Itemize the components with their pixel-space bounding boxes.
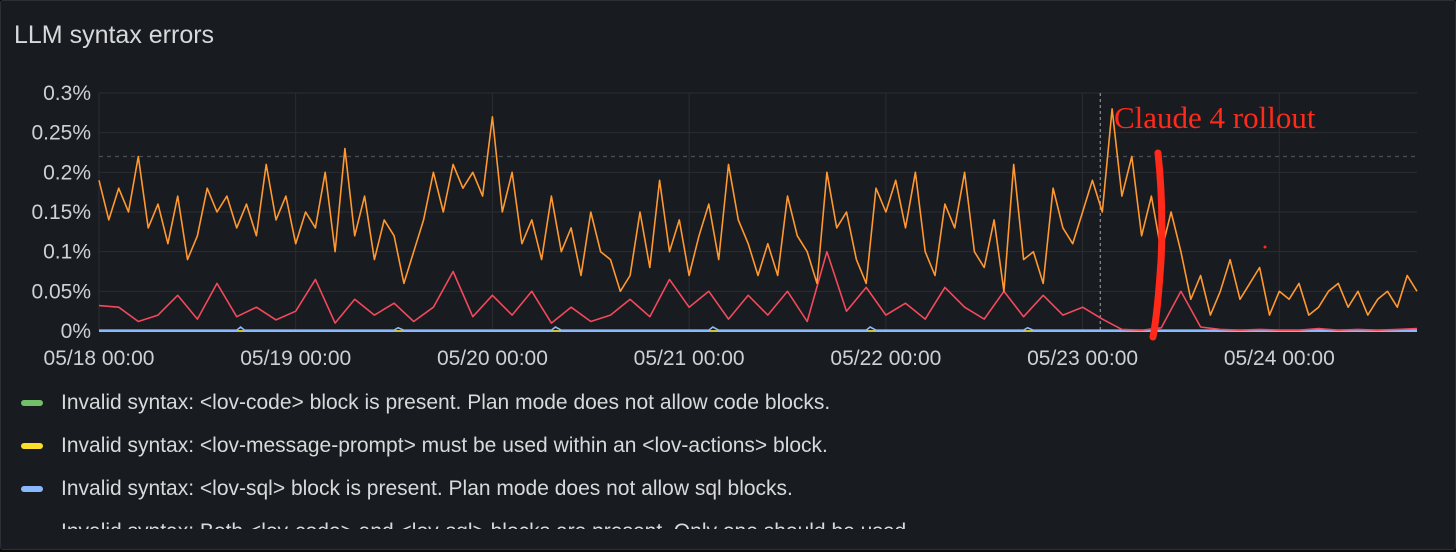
- legend-item[interactable]: Invalid syntax: Both <lov-code> and <lov…: [21, 520, 912, 529]
- y-axis: 0% 0.05% 0.1% 0.15% 0.2% 0.25% 0.3%: [31, 82, 91, 343]
- series-layer: [98, 108, 1418, 332]
- x-tick-label: 05/24 00:00: [1224, 347, 1335, 370]
- y-tick-label: 0.05%: [31, 280, 91, 303]
- legend-item[interactable]: Invalid syntax: <lov-message-prompt> mus…: [21, 434, 828, 458]
- legend-item[interactable]: Invalid syntax: <lov-code> block is pres…: [21, 391, 830, 415]
- legend-swatch: [21, 400, 43, 406]
- series-line-2: [99, 326, 1417, 332]
- annotation-text: Claude 4 rollout: [1114, 100, 1316, 135]
- legend-swatch: [21, 486, 43, 492]
- y-tick-label: 0.1%: [43, 241, 91, 264]
- y-tick-label: 0.15%: [31, 201, 91, 224]
- x-axis: 05/18 00:00 05/19 00:00 05/20 00:00 05/21 0…: [44, 347, 1335, 370]
- legend-label: Invalid syntax: <lov-code> block is pres…: [61, 391, 831, 414]
- series-line-4: [98, 108, 1418, 316]
- x-tick-label: 05/20 00:00: [437, 347, 548, 370]
- series-line-3: [98, 250, 1418, 332]
- annotation-layer: Claude 4 rollout: [1114, 100, 1316, 341]
- x-tick-label: 05/18 00:00: [44, 347, 155, 370]
- panel-title: LLM syntax errors: [14, 21, 215, 49]
- x-tick-label: 05/19 00:00: [240, 347, 351, 370]
- legend-item[interactable]: Invalid syntax: <lov-sql> block is prese…: [21, 477, 793, 501]
- y-tick-label: 0%: [61, 320, 91, 343]
- legend-label: Invalid syntax: <lov-message-prompt> mus…: [61, 434, 828, 457]
- annotation-marker: [1149, 149, 1166, 341]
- legend-label: Invalid syntax: <lov-sql> block is prese…: [61, 477, 793, 500]
- x-tick-label: 05/23 00:00: [1027, 347, 1138, 370]
- legend-label: Invalid syntax: Both <lov-code> and <lov…: [61, 520, 912, 529]
- y-tick-label: 0.25%: [31, 122, 91, 145]
- annotation-dot: [1263, 245, 1267, 249]
- x-tick-label: 05/21 00:00: [634, 347, 745, 370]
- y-tick-label: 0.3%: [43, 82, 91, 105]
- legend-swatch: [21, 443, 43, 449]
- grid-layer: [98, 92, 1417, 332]
- legend: Invalid syntax: <lov-code> block is pres…: [21, 391, 1441, 529]
- y-tick-label: 0.2%: [43, 161, 91, 184]
- x-tick-label: 05/22 00:00: [830, 347, 941, 370]
